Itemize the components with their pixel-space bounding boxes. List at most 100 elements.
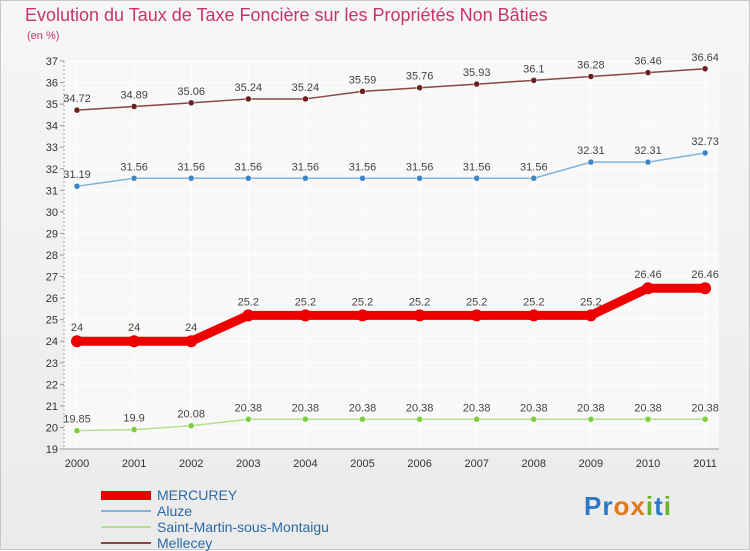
chart-title: Evolution du Taux de Taxe Foncière sur l…	[25, 5, 548, 25]
data-label: 20.38	[406, 402, 434, 414]
y-tick-label: 26	[46, 293, 58, 305]
x-tick-label: 2000	[65, 458, 89, 470]
data-label: 24	[71, 322, 83, 334]
data-point	[71, 335, 83, 348]
data-point	[699, 282, 712, 295]
legend-swatch	[101, 542, 151, 544]
y-tick-label: 30	[46, 207, 58, 219]
data-point	[128, 335, 141, 348]
data-point	[73, 427, 81, 434]
data-label: 19.85	[63, 414, 91, 426]
data-point	[130, 175, 138, 182]
data-point	[359, 88, 366, 95]
series-line	[76, 418, 706, 432]
logo-letter: i	[645, 491, 655, 521]
y-tick-label: 27	[46, 272, 58, 284]
proxiti-logo: Proxiti	[584, 491, 672, 522]
data-point	[302, 95, 309, 103]
data-label: 20.38	[691, 402, 719, 414]
legend-item: MERCUREY	[101, 487, 329, 503]
data-label: 25.2	[523, 296, 544, 308]
data-point	[413, 309, 426, 322]
data-point	[73, 182, 81, 190]
data-label: 35.93	[463, 67, 491, 79]
data-point	[416, 84, 423, 91]
data-point	[302, 416, 309, 423]
y-tick-label: 36	[46, 78, 58, 90]
data-point	[416, 416, 423, 423]
y-tick-label: 37	[46, 56, 58, 68]
logo-letter: i	[663, 491, 672, 521]
data-label: 34.89	[120, 89, 148, 101]
x-tick-label: 2004	[293, 458, 317, 470]
data-label: 32.73	[691, 136, 719, 148]
data-point	[701, 65, 709, 73]
data-point	[356, 309, 369, 322]
legend-item: Saint-Martin-sous-Montaigu	[101, 519, 329, 535]
data-label: 31.56	[235, 161, 263, 173]
data-label: 26.46	[634, 269, 662, 281]
data-label: 31.56	[120, 161, 148, 173]
y-tick-label: 19	[46, 444, 58, 456]
data-point	[701, 416, 709, 423]
data-point	[644, 158, 652, 166]
data-label: 19.9	[123, 413, 144, 425]
y-unit-label: (en %)	[27, 30, 60, 42]
y-tick-label: 24	[46, 336, 58, 348]
data-point	[530, 77, 538, 84]
data-label: 20.38	[463, 402, 491, 414]
data-label: 25.2	[466, 296, 487, 308]
legend-label: Saint-Martin-sous-Montaigu	[157, 519, 329, 535]
x-tick-label: 2005	[350, 458, 374, 470]
data-label: 36.28	[577, 60, 605, 72]
y-tick-label: 34	[46, 121, 58, 133]
x-tick-label: 2003	[236, 458, 260, 470]
data-label: 31.19	[63, 169, 91, 181]
data-label: 35.24	[292, 82, 320, 94]
data-label: 32.31	[634, 145, 662, 157]
data-point	[473, 175, 480, 182]
data-point	[527, 309, 540, 322]
y-tick-label: 23	[46, 358, 58, 370]
x-tick-label: 2002	[179, 458, 203, 470]
data-label: 25.2	[238, 296, 259, 308]
legend-item: Aluze	[101, 503, 329, 519]
data-point	[245, 95, 252, 103]
y-tick-label: 21	[46, 401, 58, 413]
data-label: 20.38	[349, 402, 377, 414]
data-point	[187, 422, 195, 429]
data-label: 25.2	[580, 296, 601, 308]
legend-label: Aluze	[157, 503, 193, 519]
data-label: 36.64	[691, 52, 719, 64]
series-line	[76, 152, 706, 187]
y-tick-label: 22	[46, 379, 58, 391]
data-point	[587, 416, 595, 423]
data-point	[302, 175, 309, 182]
logo-letter: t	[654, 491, 664, 521]
data-point	[187, 175, 195, 182]
data-label: 31.56	[520, 161, 548, 173]
data-label: 32.31	[577, 145, 605, 157]
y-tick-label: 32	[46, 164, 58, 176]
data-point	[416, 175, 423, 182]
data-label: 36.46	[634, 56, 662, 68]
logo-letter: x	[630, 491, 646, 521]
legend-label: Mellecey	[157, 535, 213, 551]
legend-label: MERCUREY	[157, 487, 238, 503]
data-point	[242, 309, 255, 322]
data-point	[473, 416, 480, 423]
data-point	[359, 416, 366, 423]
data-label: 36.1	[523, 63, 544, 75]
logo-letter: P	[584, 491, 603, 521]
x-tick-label: 2009	[579, 458, 603, 470]
data-point	[299, 309, 312, 322]
data-label: 26.46	[691, 269, 719, 281]
legend-item: Mellecey	[101, 535, 329, 551]
data-label: 31.56	[292, 161, 320, 173]
data-label: 31.56	[177, 161, 205, 173]
data-label: 35.76	[406, 71, 434, 83]
legend-swatch	[101, 510, 151, 512]
series-line	[77, 283, 706, 346]
data-label: 35.24	[235, 82, 263, 94]
